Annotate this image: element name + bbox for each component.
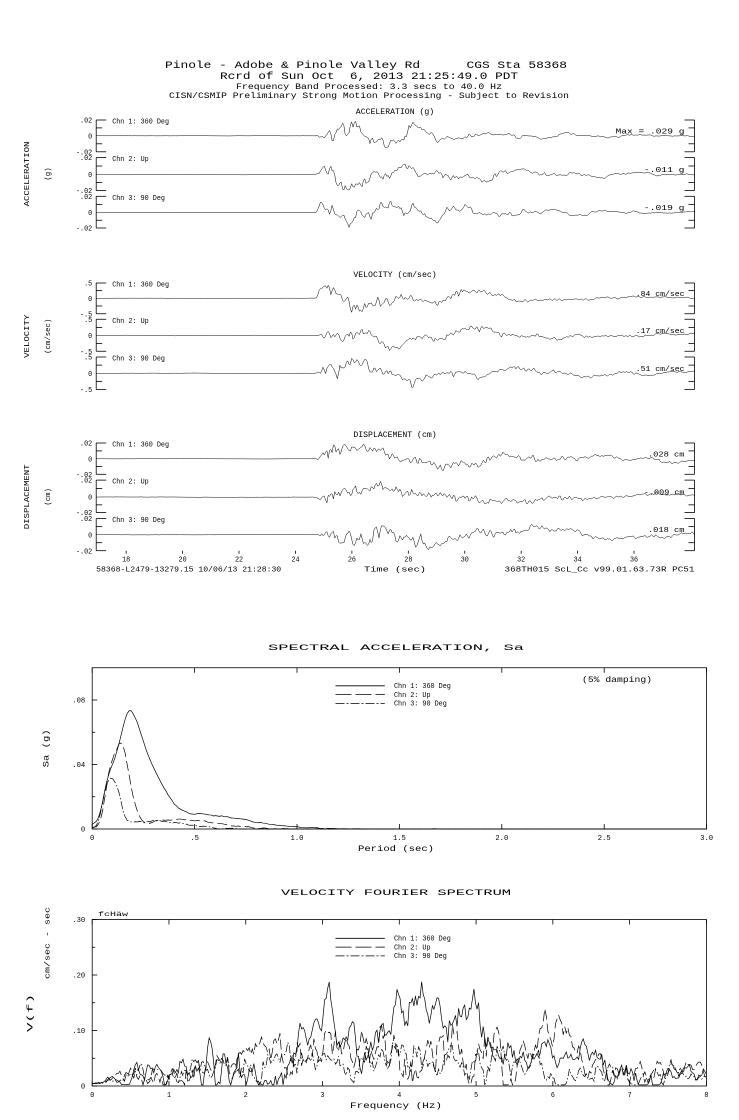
svg-text:-.02: -.02 — [76, 226, 92, 234]
svg-text:.02: .02 — [80, 155, 92, 163]
svg-text:Period (sec): Period (sec) — [358, 846, 434, 854]
svg-text:0: 0 — [88, 210, 92, 218]
svg-text:28: 28 — [404, 557, 412, 565]
svg-text:0: 0 — [88, 371, 92, 379]
svg-text:(5% damping): (5% damping) — [582, 677, 652, 685]
svg-text:34: 34 — [574, 557, 583, 565]
svg-text:-.5: -.5 — [80, 387, 92, 395]
svg-text:36: 36 — [630, 557, 638, 565]
svg-text:.02: .02 — [80, 516, 92, 524]
svg-text:-.019 g: -.019 g — [644, 205, 685, 213]
svg-text:0: 0 — [88, 532, 92, 540]
svg-text:cm/sec - sec: cm/sec - sec — [45, 907, 53, 979]
svg-text:Chn 3: 90 Deg: Chn 3: 90 Deg — [112, 356, 165, 364]
svg-text:Chn 1: 360 Deg: Chn 1: 360 Deg — [394, 683, 451, 691]
svg-text:ACCELERATION: ACCELERATION — [24, 142, 32, 207]
svg-text:(cm): (cm) — [45, 488, 53, 506]
svg-text:Chn 3: 90 Deg: Chn 3: 90 Deg — [112, 517, 165, 525]
svg-text:18: 18 — [122, 557, 130, 565]
svg-text:5: 5 — [474, 1092, 478, 1100]
svg-text:ACCELERATION (g): ACCELERATION (g) — [356, 107, 434, 117]
svg-text:fcHäw: fcHäw — [98, 911, 128, 918]
svg-text:.02: .02 — [80, 441, 92, 449]
svg-text:0: 0 — [81, 827, 85, 835]
svg-text:Chn 2: Up: Chn 2: Up — [394, 944, 431, 952]
svg-text:.08: .08 — [72, 698, 85, 706]
svg-text:0: 0 — [88, 172, 92, 180]
svg-text:4: 4 — [397, 1092, 402, 1100]
svg-text:7: 7 — [628, 1092, 632, 1100]
svg-text:.5: .5 — [84, 317, 92, 325]
svg-text:.5: .5 — [84, 281, 92, 289]
svg-text:3.0: 3.0 — [700, 835, 713, 843]
svg-text:VELOCITY FOURIER SPECTRUM: VELOCITY FOURIER SPECTRUM — [281, 888, 511, 898]
svg-text:0: 0 — [90, 1092, 94, 1100]
svg-text:0: 0 — [88, 495, 92, 503]
svg-text:20: 20 — [179, 557, 187, 565]
svg-text:0: 0 — [81, 1084, 85, 1092]
svg-text:.5: .5 — [190, 835, 199, 843]
svg-text:V(f): V(f) — [28, 994, 36, 1032]
svg-text:58368-L2479-13279.15 10/06/13: 58368-L2479-13279.15 10/06/13 21:28:30 — [96, 567, 281, 575]
svg-text:.028 cm: .028 cm — [648, 451, 685, 459]
svg-text:0: 0 — [90, 835, 94, 843]
svg-text:Chn 1: 360 Deg: Chn 1: 360 Deg — [112, 442, 169, 450]
svg-text:30: 30 — [461, 557, 469, 565]
svg-text:VELOCITY: VELOCITY — [24, 314, 32, 358]
svg-text:.02: .02 — [80, 194, 92, 202]
svg-text:Chn 3: 90 Deg: Chn 3: 90 Deg — [394, 953, 447, 961]
svg-text:-.02: -.02 — [76, 548, 92, 556]
svg-text:Pinole - Adobe & Pinole Valley: Pinole - Adobe & Pinole Valley Rd CGS St… — [165, 60, 567, 72]
svg-text:Chn 1: 360 Deg: Chn 1: 360 Deg — [394, 936, 451, 944]
svg-text:Time (sec): Time (sec) — [364, 567, 426, 575]
svg-text:3: 3 — [321, 1092, 325, 1100]
svg-text:(cm/sec): (cm/sec) — [45, 319, 53, 354]
svg-text:22: 22 — [235, 557, 243, 565]
svg-text:.20: .20 — [72, 973, 85, 981]
svg-text:2.5: 2.5 — [598, 835, 611, 843]
svg-text:.02: .02 — [80, 478, 92, 486]
svg-text:0: 0 — [88, 133, 92, 141]
svg-text:0: 0 — [88, 456, 92, 464]
svg-text:368TH015 ScL_Cc v99.01.63.73: 368TH015 ScL_Cc v99.01.63.73R PC51 — [505, 567, 696, 575]
svg-text:-.009 cm: -.009 cm — [644, 490, 685, 498]
svg-text:1.0: 1.0 — [291, 835, 304, 843]
svg-text:Chn 3: 90 Deg: Chn 3: 90 Deg — [394, 701, 447, 709]
svg-text:32: 32 — [517, 557, 525, 565]
svg-text:8: 8 — [704, 1092, 708, 1100]
svg-text:Sa (g): Sa (g) — [44, 729, 52, 767]
svg-text:.018 cm: .018 cm — [648, 527, 685, 535]
svg-text:VELOCITY (cm/sec): VELOCITY (cm/sec) — [353, 270, 436, 280]
svg-text:24: 24 — [291, 557, 300, 565]
svg-text:2: 2 — [244, 1092, 248, 1100]
svg-text:.10: .10 — [72, 1028, 85, 1036]
svg-text:Chn 2: Up: Chn 2: Up — [394, 692, 431, 700]
svg-text:Chn 2: Up: Chn 2: Up — [112, 479, 149, 487]
svg-text:Chn 1: 360 Deg: Chn 1: 360 Deg — [112, 282, 169, 290]
svg-text:DISPLACEMENT: DISPLACEMENT — [24, 464, 32, 529]
svg-text:(g): (g) — [45, 167, 53, 180]
svg-text:2.0: 2.0 — [495, 835, 508, 843]
svg-text:.5: .5 — [84, 355, 92, 363]
svg-text:-.011 g: -.011 g — [644, 167, 685, 175]
svg-text:.02: .02 — [80, 118, 92, 126]
svg-text:Chn 2: Up: Chn 2: Up — [112, 318, 149, 326]
svg-text:Frequency (Hz): Frequency (Hz) — [350, 1103, 442, 1111]
svg-text:SPECTRAL ACCELERATION, Sa: SPECTRAL ACCELERATION, Sa — [268, 643, 524, 653]
svg-text:Chn 2: Up: Chn 2: Up — [112, 156, 149, 164]
svg-text:1.5: 1.5 — [393, 835, 406, 843]
svg-text:6: 6 — [551, 1092, 555, 1100]
svg-text:1: 1 — [167, 1092, 172, 1100]
svg-text:DISPLACEMENT (cm): DISPLACEMENT (cm) — [353, 430, 436, 440]
svg-text:Chn 1: 360 Deg: Chn 1: 360 Deg — [112, 119, 169, 127]
svg-text:0: 0 — [88, 296, 92, 304]
svg-text:Chn 3: 90 Deg: Chn 3: 90 Deg — [112, 195, 165, 203]
svg-text:.30: .30 — [72, 917, 85, 925]
svg-text:26: 26 — [348, 557, 356, 565]
svg-text:.04: .04 — [72, 762, 85, 770]
svg-text:.51 cm/sec: .51 cm/sec — [636, 366, 685, 374]
svg-text:0: 0 — [88, 333, 92, 341]
svg-text:CISN/CSMIP Preliminary Strong: CISN/CSMIP Preliminary Strong Motion Pro… — [169, 91, 569, 101]
